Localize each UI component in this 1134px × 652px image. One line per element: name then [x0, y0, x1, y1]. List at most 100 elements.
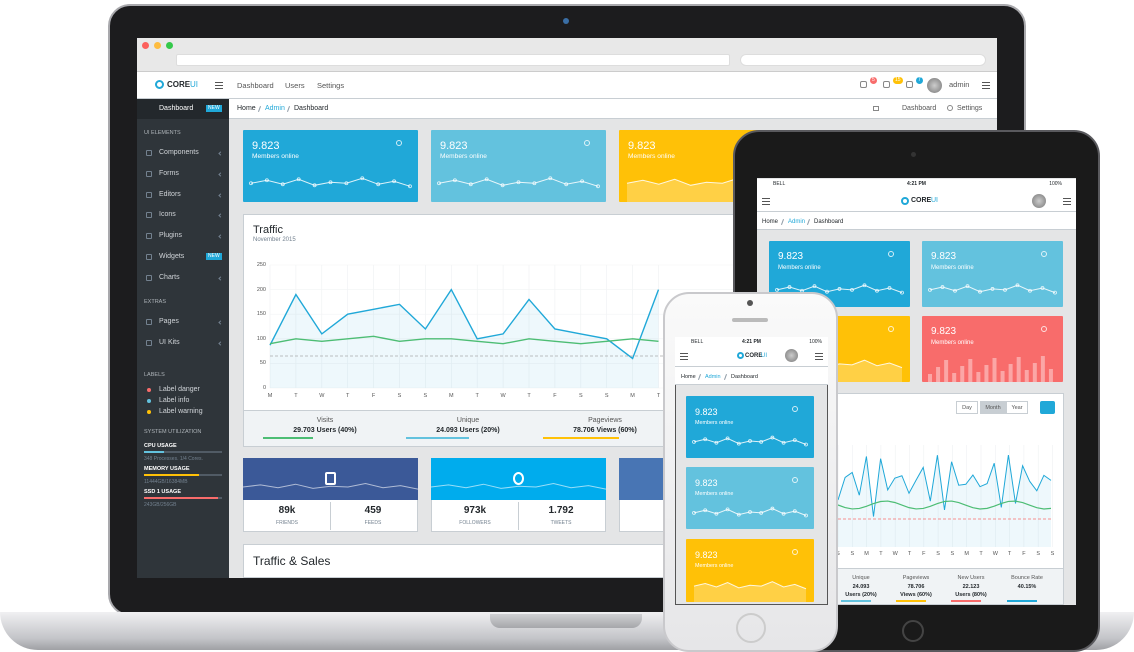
header-icon[interactable] — [906, 81, 913, 88]
menu-icon-line[interactable] — [680, 353, 688, 355]
range-label[interactable]: Day — [962, 405, 972, 411]
sidebar-item[interactable]: Forms — [159, 170, 179, 177]
sparkline-dot — [1003, 287, 1007, 292]
card-label: Members online — [778, 265, 821, 271]
breadcrumb-item[interactable]: Admin — [265, 105, 285, 112]
sparkline-dot — [580, 179, 584, 184]
breadcrumb-action[interactable]: Dashboard — [902, 105, 937, 112]
sidebar-item[interactable]: UI Kits — [159, 339, 180, 346]
window-button[interactable] — [166, 42, 173, 49]
sidebar-item[interactable]: Components — [159, 149, 199, 156]
sidebar-active[interactable] — [137, 99, 229, 119]
stat-value: 29.703 Users (40%) — [293, 427, 357, 434]
stat-value: 40.15% — [1017, 584, 1037, 590]
sidebar-item[interactable]: Dashboard — [159, 105, 194, 112]
sparkline-dot — [360, 176, 365, 181]
range-button[interactable] — [956, 401, 978, 414]
sparkline-dot — [532, 181, 537, 186]
nav-link[interactable]: Dashboard — [237, 81, 274, 90]
nav-link[interactable]: Users — [285, 81, 305, 90]
logo-text: UI — [761, 353, 767, 359]
avatar[interactable] — [927, 78, 942, 93]
x-tick-label: S — [836, 551, 840, 557]
breadcrumb-item[interactable]: Admin — [788, 219, 806, 225]
breadcrumb-item[interactable]: Home — [237, 105, 256, 112]
menu-icon-line[interactable] — [815, 353, 823, 355]
sidebar-label[interactable]: Label info — [159, 397, 190, 404]
tablet-home[interactable] — [902, 620, 924, 642]
sidebar-item[interactable]: Charts — [159, 274, 180, 281]
logo-text: CORE — [745, 353, 763, 359]
menu-icon-line[interactable] — [982, 85, 990, 87]
sparkline-bar — [992, 358, 997, 382]
card-sparkline — [693, 580, 807, 602]
avatar[interactable] — [785, 349, 798, 362]
sidebar-item[interactable]: Pages — [159, 318, 179, 325]
sparkline-dot — [692, 439, 696, 444]
menu-icon-line[interactable] — [215, 82, 223, 84]
header-icon[interactable] — [860, 81, 867, 88]
sparkline-dot — [452, 178, 457, 183]
phone-speaker — [732, 318, 768, 322]
sparkline-bar — [1048, 369, 1053, 382]
sparkline-dot — [792, 509, 797, 514]
sidebar-item[interactable]: Plugins — [159, 232, 182, 239]
logo-text: CORE — [167, 80, 191, 89]
action-icon[interactable] — [873, 106, 879, 111]
sparkline-bar — [952, 373, 957, 382]
breadcrumb-action[interactable]: Settings — [957, 105, 983, 112]
sparkline — [431, 482, 606, 490]
breadcrumb-item[interactable]: Admin — [705, 374, 721, 380]
range-button[interactable] — [980, 401, 1006, 414]
sidebar-label[interactable]: Label warning — [159, 408, 203, 415]
menu-icon-line[interactable] — [762, 204, 770, 206]
menu-icon-line[interactable] — [762, 201, 770, 203]
menu-icon-line[interactable] — [982, 88, 990, 90]
range-label[interactable]: Month — [985, 405, 1001, 411]
menu-icon-line[interactable] — [215, 88, 223, 90]
menu-icon-line[interactable] — [815, 356, 823, 358]
sparkline-dot — [408, 184, 412, 189]
sparkline — [250, 177, 411, 187]
menu-icon-line[interactable] — [1063, 201, 1071, 203]
menu-icon-line[interactable] — [680, 359, 688, 361]
sparkline-bar — [936, 367, 941, 382]
user-name[interactable]: admin — [949, 80, 970, 89]
sidebar-item[interactable]: Widgets — [159, 253, 185, 260]
avatar[interactable] — [1032, 194, 1046, 208]
x-tick-label: S — [1050, 551, 1055, 557]
menu-icon-line[interactable] — [1063, 204, 1071, 206]
sidebar-label[interactable]: Label danger — [159, 386, 200, 393]
sidebar-item[interactable]: Icons — [159, 211, 176, 218]
search-bar[interactable] — [740, 54, 986, 66]
range-label[interactable]: Year — [1011, 405, 1023, 411]
header-icon[interactable] — [883, 81, 890, 88]
menu-icon-line[interactable] — [762, 198, 770, 200]
menu-icon-line[interactable] — [215, 85, 223, 87]
window-button[interactable] — [142, 42, 149, 49]
card-value: 9.823 — [931, 326, 957, 337]
stat-value: 78.706 — [907, 584, 925, 590]
range-button[interactable] — [1006, 401, 1028, 414]
window-button[interactable] — [154, 42, 161, 49]
sidebar-item[interactable]: Editors — [159, 191, 181, 198]
breadcrumb-item[interactable]: Home — [681, 374, 696, 380]
menu-icon-line[interactable] — [982, 82, 990, 84]
menu-icon-line[interactable] — [680, 356, 688, 358]
phone-home[interactable] — [736, 613, 766, 643]
stat-detail: Views (60%) — [900, 592, 932, 598]
sparkline-dot — [775, 287, 779, 292]
sparkline-dot — [770, 506, 775, 511]
address-bar[interactable] — [176, 54, 730, 66]
sparkline-dot — [548, 176, 553, 181]
upload-button[interactable] — [1040, 401, 1055, 414]
menu-icon-line[interactable] — [1063, 198, 1071, 200]
menu-icon-line[interactable] — [815, 359, 823, 361]
sparkline-dot — [249, 181, 253, 186]
card-settings-icon — [792, 477, 798, 483]
action-icon[interactable] — [947, 105, 953, 111]
nav-link[interactable]: Settings — [317, 81, 345, 90]
card-settings-icon — [888, 326, 894, 332]
x-tick-label: S — [423, 393, 428, 399]
breadcrumb-item[interactable]: Home — [762, 219, 779, 225]
